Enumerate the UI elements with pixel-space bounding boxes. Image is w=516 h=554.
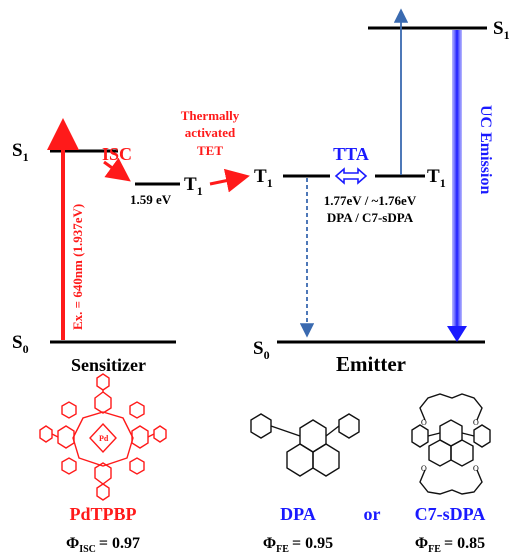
dpa-phi: ΦFE = 0.95 [263,535,333,554]
sensitizer-title: Sensitizer [71,355,146,375]
emitter-title: Emitter [336,352,406,376]
emitter-s0-label: S0 [253,338,270,362]
c7sdpa-o-label-4: O [473,464,479,473]
tet-arrow [209,168,250,193]
c7sdpa-structure [411,393,491,495]
excitation-label: Ex. = 640nm (1.937eV) [70,204,85,330]
sensitizer-s0-label: S0 [12,332,29,356]
isc-label: ISC [102,144,132,164]
isc-arrow [103,157,131,182]
emitter-t1-right-label: T1 [427,166,446,190]
dpa-structure [250,413,360,477]
pdtpbp-metal-label: Pd [99,434,109,443]
emitter-t1-left-label: T1 [254,166,273,190]
c7sdpa-name: C7-sDPA [415,504,486,524]
uc-emission-arrow-head [447,326,467,342]
sensitizer-t1-label: T1 [184,174,203,198]
tet-label-line2: activated [185,125,236,140]
emitter-s1-label: S1 [493,18,510,42]
emitter-energy: 1.77eV / ~1.76eV [324,193,417,208]
uc-emission-arrow-shaft [452,30,462,330]
sensitizer-s1-label: S1 [12,140,29,164]
uc-emission-label: UC Emission [477,105,494,194]
tta-double-arrow [334,167,368,185]
c7sdpa-o-label-3: O [421,464,427,473]
pdtpbp-phi: ΦISC = 0.97 [66,535,140,554]
c7sdpa-o-label-2: O [473,418,479,427]
tta-label: TTA [333,144,369,164]
tet-label-line1: Thermally [181,108,240,123]
c7sdpa-o-label-1: O [421,418,427,427]
or-label: or [364,504,381,524]
sensitizer-t1-energy: 1.59 eV [130,192,172,207]
pdtpbp-name: PdTPBP [69,504,136,524]
c7sdpa-phi: ΦFE = 0.85 [415,535,485,554]
pdtpbp-structure [39,373,167,501]
tet-label-line3: TET [197,143,223,158]
emitter-names: DPA / C7-sDPA [327,210,414,225]
dpa-name: DPA [280,504,316,524]
